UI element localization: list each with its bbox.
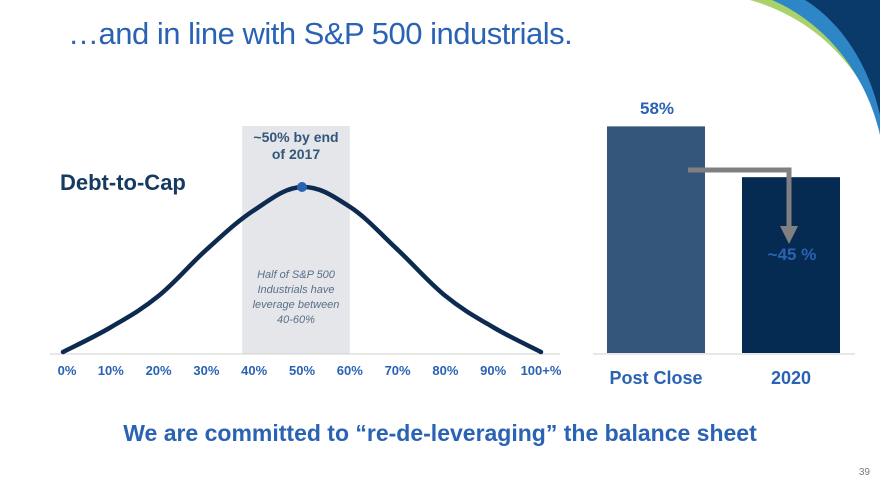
decrease-arrow: [688, 167, 792, 228]
band-label: ~50% by end of 2017: [253, 129, 339, 162]
band-note: Half of S&P 500 Industrials have leverag…: [252, 269, 340, 326]
slide-title: …and in line with S&P 500 industrials.: [68, 16, 573, 51]
x-tick-label: 0%: [57, 363, 77, 378]
x-tick-label: 90%: [480, 363, 507, 378]
x-tick-label: 60%: [336, 363, 363, 378]
page-number: 39: [858, 467, 870, 478]
x-tick-label: 100+%: [520, 363, 562, 378]
corner-decoration: [750, 0, 880, 135]
chart-title: Debt-to-Cap: [60, 170, 186, 195]
corner-dark-swoosh: [805, 0, 880, 115]
x-tick-label: 80%: [432, 363, 459, 378]
x-tick-label: 10%: [97, 363, 124, 378]
x-tick-label: 40%: [241, 363, 268, 378]
bar-category-2020: 2020: [770, 368, 812, 388]
decrease-arrowhead: [780, 226, 798, 244]
bar-value-post-close: 58%: [639, 99, 675, 119]
bar-post-close: [607, 126, 705, 353]
x-tick-label: 50%: [288, 363, 316, 378]
x-tick-label: 30%: [193, 363, 220, 378]
bar-category-post-close: Post Close: [609, 368, 703, 388]
peak-marker: [297, 182, 307, 192]
highlight-band: [242, 126, 350, 354]
x-tick-label: 70%: [384, 363, 411, 378]
x-tick-label: 20%: [145, 363, 172, 378]
footer-statement: We are committed to “re-de-leveraging” t…: [123, 420, 757, 446]
bar-value-2020: ~45 %: [767, 245, 817, 264]
